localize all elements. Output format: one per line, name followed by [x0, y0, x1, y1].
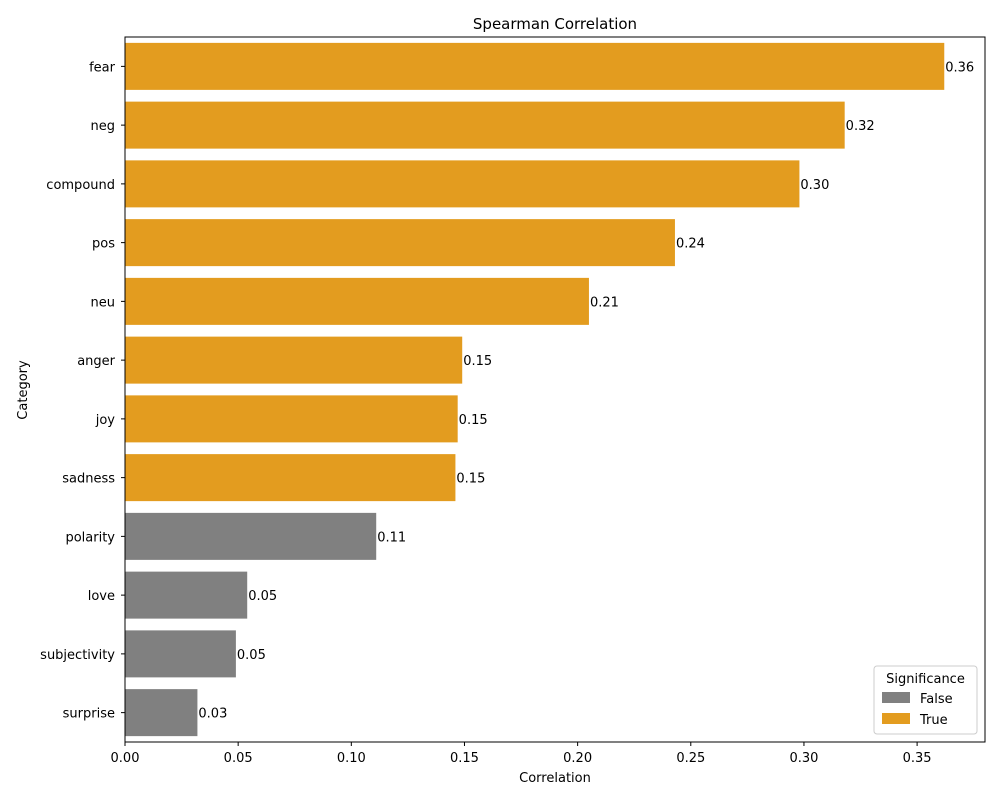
x-tick-label-0: 0.00 — [111, 751, 140, 766]
bar-sadness — [125, 454, 456, 502]
bar-neg — [125, 101, 845, 149]
x-tick-label-7: 0.35 — [903, 751, 932, 766]
y-tick-label-joy: joy — [95, 413, 116, 428]
value-label-fear: 0.36 — [945, 60, 974, 75]
bar-love — [125, 571, 248, 619]
value-label-neu: 0.21 — [590, 295, 619, 310]
y-tick-label-surprise: surprise — [63, 707, 115, 722]
y-axis-label: Category — [16, 360, 31, 420]
x-tick-label-1: 0.05 — [224, 751, 253, 766]
x-tick-label-4: 0.20 — [563, 751, 592, 766]
axes-layer: fear neg compound pos neu anger joy sadness pola… — [40, 36, 986, 766]
bars-layer: 0.36 0.32 0.30 0.24 0.21 0.15 0.15 0.15 0.11 0.05… — [125, 42, 974, 737]
chart-title: Spearman Correlation — [473, 15, 637, 33]
bar-fear — [125, 42, 945, 90]
legend-swatch-true — [882, 713, 910, 724]
y-tick-label-polarity: polarity — [65, 530, 115, 545]
x-axis-label: Correlation — [519, 771, 591, 786]
y-tick-label-compound: compound — [46, 178, 115, 193]
bar-compound — [125, 160, 800, 208]
bar-surprise — [125, 689, 198, 737]
value-label-joy: 0.15 — [459, 413, 488, 428]
value-label-anger: 0.15 — [463, 354, 492, 369]
y-tick-label-neg: neg — [91, 119, 116, 134]
legend-label-false: False — [920, 692, 953, 707]
value-label-surprise: 0.03 — [198, 707, 227, 722]
x-tick-label-2: 0.10 — [337, 751, 366, 766]
x-tick-label-5: 0.25 — [676, 751, 705, 766]
y-tick-label-love: love — [88, 589, 115, 604]
x-tick-label-6: 0.30 — [789, 751, 818, 766]
bar-pos — [125, 219, 675, 267]
y-tick-label-neu: neu — [91, 295, 115, 310]
value-label-compound: 0.30 — [800, 178, 829, 193]
value-label-subjectivity: 0.05 — [237, 648, 266, 663]
bar-neu — [125, 277, 589, 325]
value-label-pos: 0.24 — [676, 237, 705, 252]
bar-polarity — [125, 512, 377, 560]
y-tick-label-subjectivity: subjectivity — [40, 648, 115, 663]
bar-subjectivity — [125, 630, 236, 678]
y-tick-label-pos: pos — [92, 237, 115, 252]
plot-frame — [124, 36, 986, 743]
legend-title: Significance — [886, 672, 965, 687]
y-tick-label-fear: fear — [89, 60, 116, 75]
legend-swatch-false — [882, 692, 910, 703]
bar-anger — [125, 336, 463, 384]
value-label-sadness: 0.15 — [456, 472, 485, 487]
bar-joy — [125, 395, 458, 443]
x-tick-label-3: 0.15 — [450, 751, 479, 766]
y-tick-label-sadness: sadness — [62, 472, 115, 487]
legend-label-true: True — [919, 713, 948, 728]
value-label-neg: 0.32 — [846, 119, 875, 134]
legend: Significance False True — [873, 665, 978, 735]
value-label-love: 0.05 — [248, 589, 277, 604]
y-tick-label-anger: anger — [77, 354, 115, 369]
value-label-polarity: 0.11 — [377, 530, 406, 545]
